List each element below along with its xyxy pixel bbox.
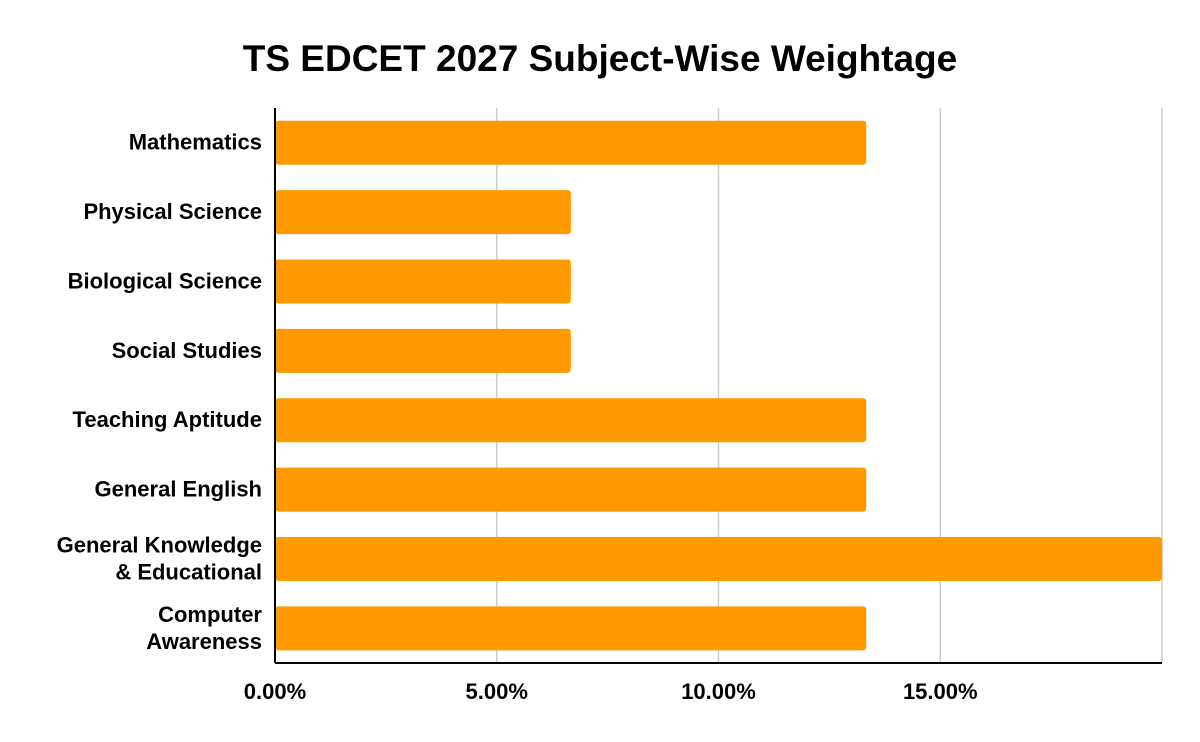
- bar: [275, 120, 867, 165]
- x-tick-label: 10.00%: [681, 679, 756, 704]
- bar: [275, 259, 571, 304]
- category-label-line: General Knowledge: [57, 532, 262, 557]
- category-label-line: Mathematics: [129, 130, 262, 155]
- category-label: Physical Science: [83, 199, 262, 224]
- category-label-line: Social Studies: [112, 338, 262, 363]
- bar: [275, 467, 867, 512]
- category-label: Social Studies: [112, 338, 262, 363]
- bar: [275, 328, 571, 373]
- category-label: Computer Awareness: [146, 602, 262, 654]
- bar: [275, 398, 867, 443]
- bar: [275, 606, 867, 651]
- category-label-line: & Educational: [115, 559, 262, 584]
- x-tick-label: 15.00%: [903, 679, 978, 704]
- category-label: General Knowledge & Educational: [57, 532, 262, 584]
- category-label-line: Teaching Aptitude: [73, 407, 262, 432]
- chart-title: TS EDCET 2027 Subject-Wise Weightage: [242, 38, 958, 79]
- x-tick-label: 0.00%: [244, 679, 306, 704]
- category-label: Biological Science: [68, 268, 262, 293]
- category-label: Teaching Aptitude: [73, 407, 262, 432]
- category-label-line: Physical Science: [83, 199, 262, 224]
- x-tick-label: 5.00%: [466, 679, 528, 704]
- category-label-line: General English: [95, 477, 263, 502]
- category-label: General English: [95, 477, 263, 502]
- bar: [275, 190, 571, 235]
- category-label-line: Computer: [158, 602, 262, 627]
- category-label: Mathematics: [129, 130, 262, 155]
- bar: [275, 536, 1162, 581]
- category-label-line: Awareness: [146, 629, 262, 654]
- category-label-line: Biological Science: [68, 268, 262, 293]
